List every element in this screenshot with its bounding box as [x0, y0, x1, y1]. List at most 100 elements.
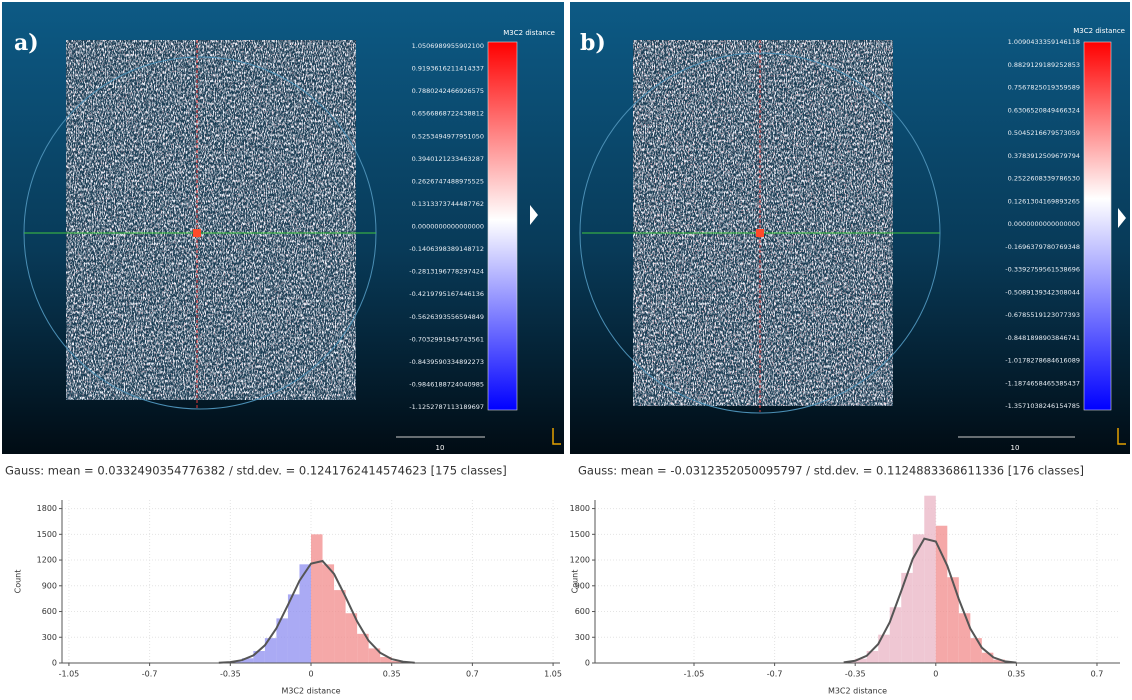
colorbar-label: -1.3571038246154785 — [1005, 402, 1080, 410]
colorbar-label: -0.2813196778297424 — [409, 268, 484, 276]
point-cloud-red — [633, 40, 893, 406]
x-tick-label: -0.7 — [767, 670, 783, 679]
y-tick-label: 900 — [42, 581, 57, 590]
bar — [947, 577, 959, 663]
bar — [380, 656, 392, 663]
y-tick-label: 1200 — [570, 556, 590, 565]
bar — [241, 658, 254, 663]
y-tick-label: 1500 — [37, 530, 57, 539]
x-tick-label: -0.7 — [142, 670, 158, 679]
x-tick-label: 0.35 — [1007, 670, 1025, 679]
bar — [901, 572, 913, 663]
pivot — [193, 229, 201, 237]
y-axis-label: Count — [571, 570, 580, 594]
colorbar-label: -0.5626393556594849 — [409, 313, 484, 321]
y-tick-label: 300 — [42, 633, 57, 642]
colorbar-label: 0.8829129189252853 — [1008, 61, 1080, 69]
bar — [878, 634, 890, 663]
y-tick-label: 1800 — [570, 504, 590, 513]
gauss-summary: Gauss: mean = -0.0312352050095797 / std.… — [578, 464, 1084, 478]
x-tick-label: -1.05 — [684, 670, 705, 679]
colorbar-label: -0.4219795167446136 — [409, 290, 484, 298]
bar — [889, 607, 902, 663]
colorbar-label: -0.9846188724040985 — [409, 380, 484, 388]
x-tick-label: 1.05 — [544, 670, 562, 679]
histogram-b: Gauss: mean = -0.0312352050095797 / std.… — [570, 464, 1120, 696]
gauss-summary: Gauss: mean = 0.0332490354776382 / std.d… — [5, 464, 507, 478]
axes — [61, 500, 560, 664]
colorbar-label: -0.8481898903846741 — [1005, 334, 1080, 342]
colorbar-label: 0.6306520849466324 — [1008, 106, 1080, 114]
colorbar-title: M3C2 distance — [503, 29, 555, 37]
colorbar-label: -0.1696379780769348 — [1005, 243, 1080, 251]
y-tick-label: 1800 — [37, 504, 57, 513]
histogram-a: Gauss: mean = 0.0332490354776382 / std.d… — [5, 464, 562, 696]
colorbar-label: 1.0090433359146118 — [1008, 38, 1080, 46]
y-tick-label: 0 — [52, 659, 57, 668]
colorbar-label: -1.1874658465385437 — [1005, 379, 1080, 387]
bar — [993, 659, 1005, 663]
colorbar-marker — [530, 205, 538, 225]
x-tick-label: 0 — [933, 670, 938, 679]
y-axis-label: Count — [14, 570, 23, 594]
colorbar-label: 0.5253494977951050 — [412, 132, 484, 140]
bar — [958, 613, 971, 663]
scale-label: 10 — [1011, 444, 1020, 452]
bar — [866, 650, 879, 663]
colorbar-label: -1.1252787113189697 — [409, 403, 484, 411]
colorbar-label: 0.3783912509679794 — [1008, 152, 1080, 160]
x-tick-label: 0.7 — [466, 670, 479, 679]
colorbar-label: 0.2522608339786530 — [1008, 175, 1080, 183]
y-tick-label: 1200 — [37, 556, 57, 565]
bar — [287, 594, 300, 663]
x-axis-label: M3C2 distance — [828, 687, 887, 696]
colorbar-label: -1.0178278684616089 — [1005, 357, 1080, 365]
y-tick-label: 0 — [585, 659, 590, 668]
bar — [981, 652, 994, 663]
colorbar-title: M3C2 distance — [1073, 27, 1125, 35]
colorbar — [487, 41, 518, 411]
bar — [311, 534, 323, 663]
bar — [391, 660, 404, 663]
y-tick-label: 600 — [42, 607, 57, 616]
colorbar-labels: 1.0506989955902100 0.9193616211414337 0.78… — [409, 42, 484, 411]
scale-label: 10 — [436, 444, 445, 452]
x-tick-label: -0.35 — [220, 670, 241, 679]
bar — [357, 633, 369, 663]
pivot — [756, 229, 764, 237]
view-b: b) M3C2 distance 10 1.0090433359146118 0.… — [570, 2, 1130, 454]
bar — [855, 658, 867, 663]
bar — [276, 618, 288, 663]
axes — [594, 500, 1120, 664]
bar — [970, 638, 982, 663]
bar — [299, 564, 311, 663]
bar — [253, 650, 265, 663]
panel-label: a) — [14, 30, 39, 56]
axis-trihedron — [1117, 428, 1126, 445]
view-a: a) M3C2 distance 10 1.0506989955902100 0.… — [2, 2, 564, 454]
gauss-curve — [843, 537, 1017, 664]
colorbar-label: -0.1406398389148712 — [409, 245, 484, 253]
colorbar-label: -0.7032991945743561 — [409, 335, 484, 343]
colorbar-label: 0.6566868722438812 — [412, 110, 484, 118]
y-tick-label: 600 — [575, 607, 590, 616]
colorbar-label: -0.8439590334892273 — [409, 358, 484, 366]
colorbar-label: 0.9193616211414337 — [412, 65, 484, 73]
colorbar-label: 0.0000000000000000 — [412, 223, 484, 231]
plot-area — [595, 500, 1120, 663]
bar — [322, 564, 335, 663]
colorbar-label: 0.0000000000000000 — [1008, 220, 1080, 228]
y-tick-label: 1500 — [570, 530, 590, 539]
colorbar-label: 0.7567825019359589 — [1008, 84, 1080, 92]
axis-trihedron — [552, 428, 561, 445]
bar — [935, 525, 948, 663]
bar — [345, 613, 358, 663]
colorbar-labels: 1.0090433359146118 0.8829129189252853 0.75… — [1005, 38, 1080, 410]
x-tick-label: 0 — [308, 670, 313, 679]
y-tick-label: 900 — [575, 581, 590, 590]
colorbar — [1083, 41, 1112, 411]
bar — [912, 534, 925, 663]
colorbar-label: -0.3392759561538696 — [1005, 266, 1080, 274]
